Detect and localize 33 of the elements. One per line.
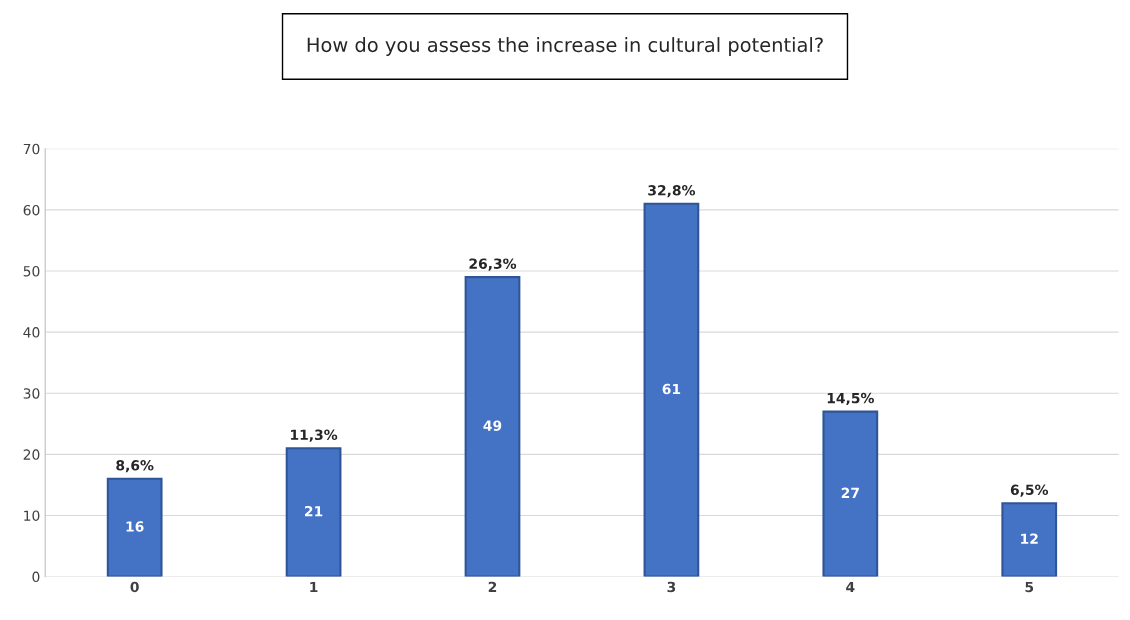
y-tick-label: 50 <box>23 266 40 277</box>
y-tick-label: 10 <box>24 510 40 521</box>
x-tick-label: 4 <box>846 581 855 593</box>
annotation: 14,5% <box>827 392 874 406</box>
y-tick-label: 30 <box>23 388 40 399</box>
bar <box>464 276 521 577</box>
y-tick-label: 0 <box>32 571 40 583</box>
annotation: 8,6% <box>116 460 154 473</box>
bar <box>822 410 879 577</box>
y-tick-label: 60 <box>23 204 40 216</box>
x-tick-label: 2 <box>488 581 497 593</box>
data-label: 61 <box>662 383 681 395</box>
data-label: 12 <box>1021 533 1038 544</box>
y-tick-label: 20 <box>23 449 40 460</box>
data-label: 27 <box>841 487 859 498</box>
bar <box>1001 502 1058 577</box>
annotation: 26,3% <box>469 258 517 271</box>
annotation: 11,3% <box>291 429 338 442</box>
x-tick-label: 1 <box>310 581 318 593</box>
data-label: 16 <box>126 521 144 532</box>
data-label: 21 <box>305 505 323 517</box>
chart-title: How do you assess the increase in cultural potential? <box>307 37 823 56</box>
annotation: 6,5% <box>1010 484 1049 497</box>
data-label: 49 <box>483 420 502 431</box>
y-tick-label: 70 <box>23 143 40 155</box>
x-tick-label: 5 <box>1025 581 1034 593</box>
bar <box>106 477 163 577</box>
x-tick-label: 3 <box>667 581 676 593</box>
y-tick-label: 40 <box>23 327 40 338</box>
bar <box>285 447 342 577</box>
bar <box>643 202 700 577</box>
annotation: 32,8% <box>648 185 696 198</box>
x-tick-label: 0 <box>130 581 139 593</box>
